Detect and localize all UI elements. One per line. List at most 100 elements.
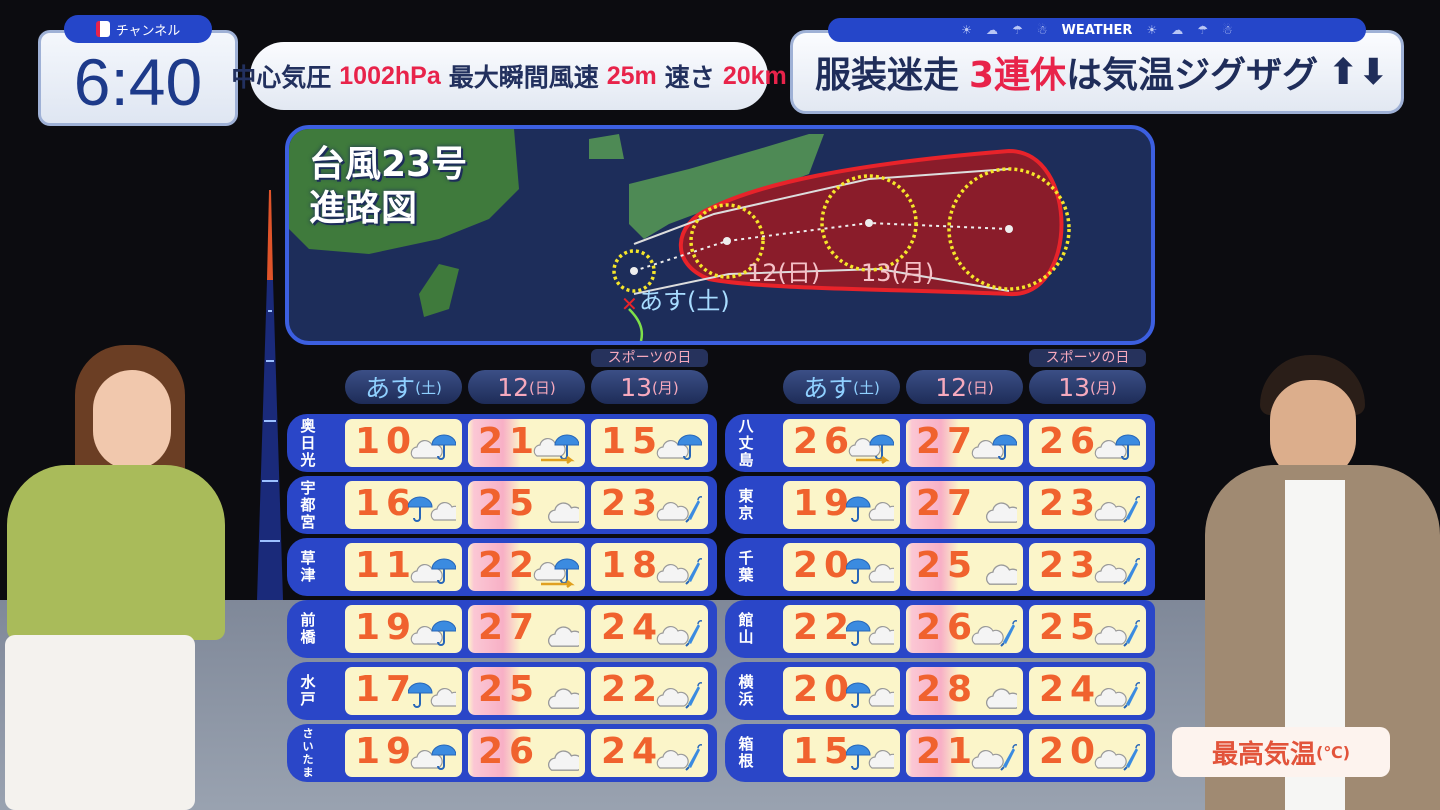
max-temp: 25: [916, 545, 979, 586]
forecast-cell: 22: [468, 543, 585, 591]
cloud-closed-umbrella-icon: [656, 558, 702, 585]
max-temp: 20: [1039, 731, 1102, 772]
forecast-cell: 24: [591, 605, 708, 653]
max-temp: 26: [478, 731, 541, 772]
max-temp: 28: [916, 669, 979, 710]
rain-cloud-icon: [408, 682, 456, 708]
pressure-label: 中心気圧: [231, 64, 332, 92]
day-label: 13: [620, 372, 653, 402]
cloud-icon: ☁: [986, 23, 998, 37]
forecast-cell: 26: [468, 729, 585, 777]
legend-label: 最高気温: [1211, 739, 1316, 770]
column-header-day: あす (土): [345, 370, 462, 404]
forecast-cell: 23: [1029, 481, 1146, 529]
forecast-cell: 19: [783, 481, 900, 529]
dow-label: (日): [967, 378, 994, 397]
typhoon-track-map: ✕ 台風23号 進路図 あす(土) 12(日) 13(月): [285, 125, 1155, 345]
gust-value: 25m: [606, 61, 657, 90]
clock-panel: 6:40: [38, 30, 238, 126]
max-temp: 10: [355, 421, 418, 462]
city-name: 箱根: [738, 735, 754, 770]
forecast-cell: 27: [906, 481, 1023, 529]
max-temp: 23: [1039, 483, 1102, 524]
cloud-rain-wind-icon: [533, 558, 579, 588]
column-header-day: 13 (月): [591, 370, 708, 404]
city-label: 東京: [725, 476, 767, 534]
weather-label: WEATHER: [1061, 22, 1133, 38]
forecast-cell: 19: [345, 605, 462, 653]
cloud-icon: [985, 502, 1017, 523]
forecast-cell: 26: [783, 419, 900, 467]
max-temp: 21: [916, 731, 979, 772]
max-temp: 19: [355, 607, 418, 648]
gust-label: 最大瞬間風速: [448, 64, 599, 92]
forecast-cell: 24: [591, 729, 708, 777]
forecast-cell: 26: [1029, 419, 1146, 467]
max-temp: 11: [355, 545, 418, 586]
column-header-day: 12 (日): [468, 370, 585, 404]
headline-banner: 服装迷走 3連休 は気温ジグザグ ⬆ ⬇: [790, 30, 1404, 114]
cloud-rain-icon: [1094, 434, 1140, 460]
city-label: 箱根: [725, 724, 767, 782]
max-temp: 24: [1039, 669, 1102, 710]
max-temp: 24: [601, 731, 664, 772]
channel-badge: チャンネル: [64, 15, 212, 43]
typhoon-info-banner: 中心気圧 1002hPa 最大瞬間風速 25m 速さ 20km: [231, 42, 787, 110]
headline-part2: は気温ジグザグ: [1066, 55, 1319, 96]
cloud-closed-umbrella-icon: [656, 744, 702, 771]
forecast-cell: 10: [345, 419, 462, 467]
tokyo-tower-illustration: [257, 190, 283, 600]
city-name: 草津: [300, 549, 316, 584]
rain-cloud-icon: [846, 620, 894, 646]
max-temp: 26: [916, 607, 979, 648]
forecast-cell: 17: [345, 667, 462, 715]
cloud-rain-wind-icon: [848, 434, 894, 464]
cloud-closed-umbrella-icon: [1094, 496, 1140, 523]
forecast-cell: 20: [783, 667, 900, 715]
forecast-cell: 27: [468, 605, 585, 653]
forecast-cell: 15: [783, 729, 900, 777]
map-title-line2: 進路図: [309, 188, 418, 229]
city-label: 千葉: [725, 538, 767, 596]
day-label: 12: [935, 372, 968, 402]
cloud-rain-icon: [410, 620, 456, 646]
cloud-closed-umbrella-icon: [1094, 682, 1140, 709]
city-label: 水戸: [287, 662, 329, 720]
max-temp: 23: [1039, 545, 1102, 586]
forecast-cell: 25: [468, 667, 585, 715]
city-name: さいたま: [302, 727, 314, 779]
cloud-closed-umbrella-icon: [656, 682, 702, 709]
max-temp: 15: [793, 731, 856, 772]
forecast-circle: [689, 203, 765, 279]
cloud-closed-umbrella-icon: [1094, 558, 1140, 585]
forecast-cell: 16: [345, 481, 462, 529]
city-label: さいたま: [287, 724, 329, 782]
city-label: 宇都宮: [287, 476, 329, 534]
typhoon-current-position-icon: ✕: [621, 292, 638, 316]
headline-part1: 服装迷走: [815, 55, 960, 96]
map-title-line1: 台風23号: [309, 144, 468, 185]
max-temp: 17: [355, 669, 418, 710]
forecast-circle: [820, 174, 918, 272]
cloud-closed-umbrella-icon: [971, 620, 1017, 647]
max-temp: 18: [601, 545, 664, 586]
max-temp: 27: [916, 483, 979, 524]
dow-label: (日): [529, 378, 556, 397]
city-label: 前橋: [287, 600, 329, 658]
city-label: 館山: [725, 600, 767, 658]
map-label-12: 12(日): [747, 259, 821, 287]
forecast-cell: 22: [783, 605, 900, 653]
clock-time: 6:40: [73, 45, 203, 119]
city-label: 八丈島: [725, 414, 767, 472]
rain-cloud-icon: [846, 496, 894, 522]
forecast-circle: [612, 249, 656, 293]
cloud-rain-icon: [656, 434, 702, 460]
max-temp: 20: [793, 545, 856, 586]
headline-highlight: 3連休: [969, 55, 1067, 96]
channel-logo-icon: [95, 21, 110, 37]
city-label: 奥日光: [287, 414, 329, 472]
rain-cloud-icon: [846, 682, 894, 708]
forecast-cell: 11: [345, 543, 462, 591]
max-temp: 24: [601, 607, 664, 648]
max-temp: 19: [793, 483, 856, 524]
